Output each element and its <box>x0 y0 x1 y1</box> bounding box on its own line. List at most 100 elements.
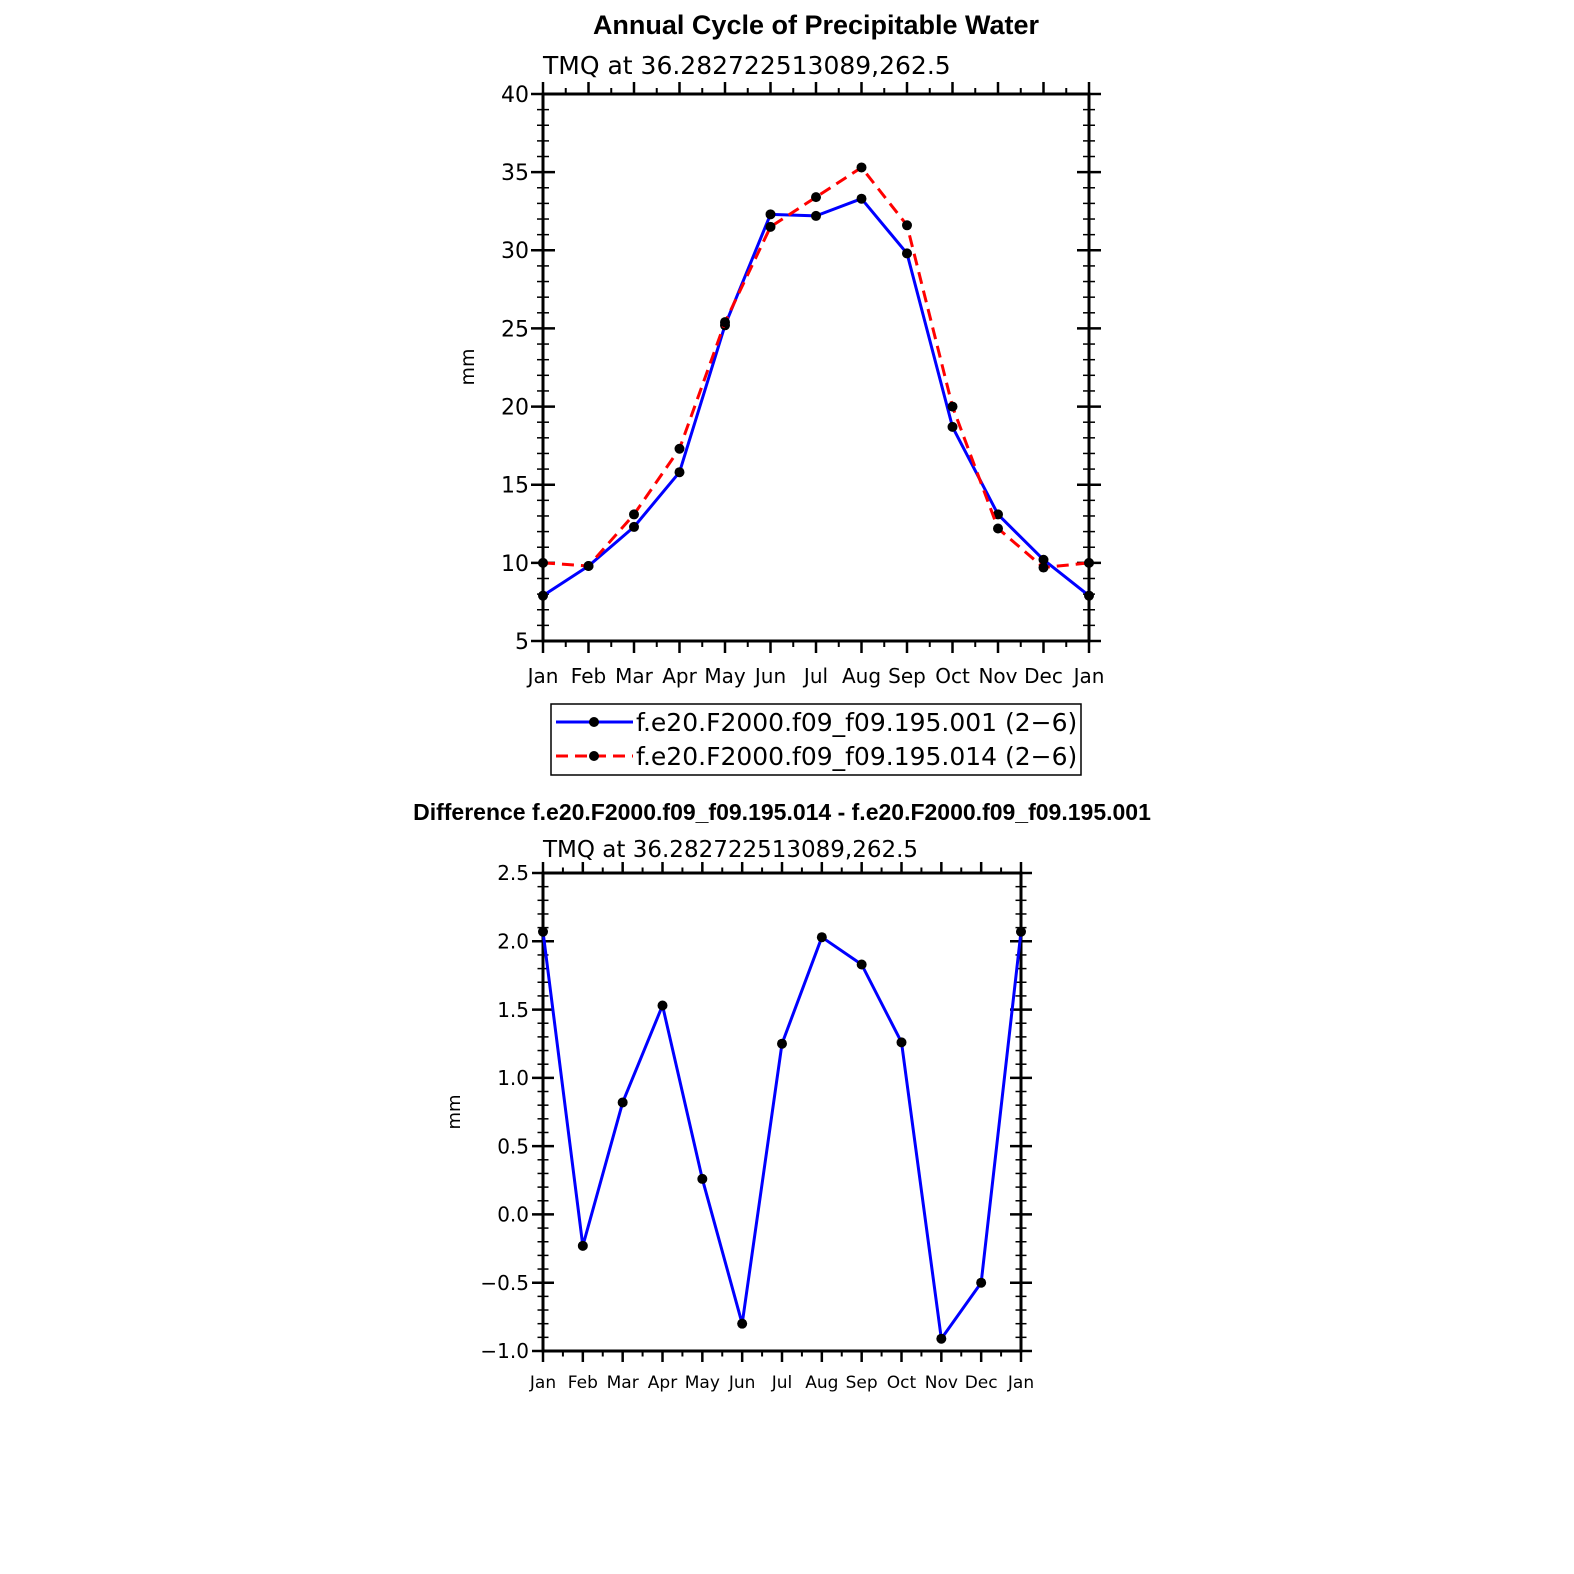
series-line-2 <box>542 165 1090 570</box>
data-point <box>811 210 821 221</box>
x-tick-label: Aug <box>805 1373 838 1393</box>
y-tick-label: 40 <box>501 83 529 108</box>
legend-label-series-2: f.e20.F2000.f09_f09.195.014 (2−6) <box>636 742 1077 771</box>
x-tick-label: Sep <box>888 664 926 688</box>
data-point <box>947 421 958 432</box>
series-layer <box>538 926 1026 1344</box>
y-tick-label: 1.0 <box>497 1066 529 1090</box>
data-point <box>674 443 685 454</box>
data-point <box>936 1333 947 1344</box>
x-tick-label: Jan <box>1007 1373 1034 1393</box>
x-tick-label: Jan <box>526 664 559 688</box>
chart-subtitle: TMQ at 36.282722513089,262.5 <box>542 51 951 80</box>
data-point <box>976 1277 987 1288</box>
y-tick-label: 20 <box>501 395 529 420</box>
data-point <box>816 932 827 943</box>
y-tick-label: 2.0 <box>497 929 529 953</box>
y-tick-label: −1.0 <box>480 1339 529 1363</box>
y-tick-label: −0.5 <box>480 1271 529 1295</box>
data-point <box>538 590 548 601</box>
data-point <box>902 220 912 231</box>
x-tick-label: Mar <box>607 1373 639 1393</box>
y-tick-label: 35 <box>501 161 529 186</box>
data-point <box>583 560 594 571</box>
x-tick-label: Dec <box>965 1373 998 1393</box>
data-point <box>538 926 548 937</box>
x-tick-label: Feb <box>571 664 606 688</box>
y-tick-label: 1.5 <box>497 998 529 1022</box>
x-tick-label: Oct <box>887 1373 917 1393</box>
x-tick-label: Jan <box>1072 664 1105 688</box>
data-point <box>765 209 776 220</box>
data-point <box>697 1173 708 1184</box>
x-tick-label: Nov <box>978 664 1017 688</box>
legend-label-series-1: f.e20.F2000.f09_f09.195.001 (2−6) <box>636 708 1077 737</box>
plot-axes: Jan Feb Mar Apr May Jun Jul Aug Sep Oct Nov Dec Jan 5… <box>501 82 1104 688</box>
data-point <box>1016 926 1026 937</box>
y-tick-label: 5 <box>515 630 529 655</box>
data-point <box>902 248 912 259</box>
x-tick-label: Aug <box>842 664 881 688</box>
data-point <box>674 467 685 478</box>
data-point <box>657 1000 668 1011</box>
legend-box <box>550 703 1082 776</box>
data-point <box>993 509 1003 520</box>
x-tick-label: Jun <box>728 1373 756 1393</box>
data-point <box>1084 590 1094 601</box>
chart-subtitle: TMQ at 36.282722513089,262.5 <box>542 837 918 863</box>
data-point <box>1038 562 1049 573</box>
y-axis-label: mm <box>444 1094 465 1129</box>
y-axis-label: mm <box>457 348 479 385</box>
plot-axes: Jan Feb Mar Apr May Jun Jul Aug Sep Oct Nov Dec Jan−… <box>480 861 1034 1393</box>
x-tick-label: Apr <box>648 1373 677 1393</box>
data-point <box>737 1318 748 1329</box>
y-tick-label: 30 <box>501 239 529 264</box>
x-tick-label: Jun <box>753 664 786 688</box>
data-point <box>856 162 867 173</box>
y-tick-label: 0.5 <box>497 1134 529 1158</box>
x-tick-label: Nov <box>925 1373 958 1393</box>
x-tick-label: Mar <box>615 664 654 688</box>
legend: f.e20.F2000.f09_f09.195.001 (2−6) f.e20.… <box>550 703 1082 776</box>
x-tick-label: Sep <box>846 1373 878 1393</box>
plot-frame <box>541 871 1023 1353</box>
data-point <box>896 1037 907 1048</box>
legend-marker-series-1 <box>589 717 599 727</box>
x-tick-label: Apr <box>662 664 697 688</box>
data-point <box>856 193 867 204</box>
y-tick-label: 25 <box>501 317 529 342</box>
x-tick-label: May <box>685 1373 720 1393</box>
y-tick-label: 0.0 <box>497 1203 529 1227</box>
x-tick-label: Jul <box>771 1373 793 1393</box>
series-line-1 <box>541 931 1023 1341</box>
series-line-1 <box>542 197 1090 597</box>
x-tick-label: Oct <box>935 664 970 688</box>
data-point <box>993 523 1003 534</box>
x-tick-label: Jan <box>529 1373 556 1393</box>
x-tick-label: Jul <box>802 664 828 688</box>
data-point <box>577 1240 588 1251</box>
data-point <box>811 192 821 203</box>
data-point <box>1038 554 1049 565</box>
data-point <box>765 221 776 232</box>
annual-cycle-chart: Annual Cycle of Precipitable Water TMQ a… <box>457 10 1104 776</box>
chart-title: Annual Cycle of Precipitable Water <box>593 10 1040 40</box>
legend-marker-series-2 <box>589 751 599 761</box>
data-point <box>720 317 730 328</box>
y-tick-label: 15 <box>501 474 529 499</box>
data-point <box>777 1038 787 1049</box>
data-point <box>947 401 958 412</box>
series-layer <box>538 162 1094 601</box>
data-point <box>1084 557 1094 568</box>
data-point <box>629 509 639 520</box>
data-point <box>538 557 548 568</box>
plot-frame <box>541 92 1091 643</box>
data-point <box>629 521 639 532</box>
y-tick-label: 10 <box>501 552 529 577</box>
data-point <box>617 1097 628 1108</box>
x-tick-label: Feb <box>568 1373 598 1393</box>
x-tick-label: May <box>704 664 746 688</box>
x-tick-label: Dec <box>1024 664 1063 688</box>
difference-chart: Difference f.e20.F2000.f09_f09.195.014 -… <box>413 799 1151 1393</box>
